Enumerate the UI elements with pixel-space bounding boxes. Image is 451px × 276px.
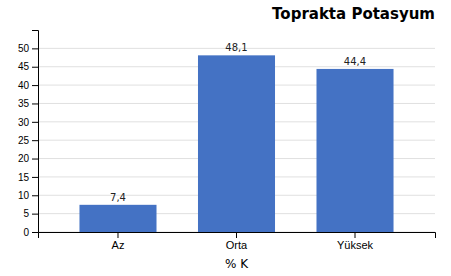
- x-tick-mark: [355, 232, 356, 238]
- chart-container: 0 5 10 15 20 25 30 35 40 45 50 Az Orta Yüksek 7,4 48,1 4…: [0, 0, 451, 276]
- plot-area: 0 5 10 15 20 25 30 35 40 45 50 Az Orta Yüksek 7,4 48,1 4…: [18, 31, 436, 251]
- y-tick: 15: [18, 172, 38, 183]
- y-tick: 40: [18, 80, 38, 91]
- y-axis: 0 5 10 15 20 25 30 35 40 45 50: [18, 31, 39, 238]
- y-tick-mark: [32, 195, 38, 196]
- x-axis: Az Orta Yüksek: [39, 232, 436, 251]
- y-tick-mark: [32, 140, 38, 141]
- x-tick-mark: [236, 232, 237, 238]
- y-tick: 30: [18, 117, 38, 128]
- y-tick: 10: [18, 190, 38, 201]
- y-tick-label: 20: [18, 153, 30, 164]
- x-tick: Yüksek: [337, 232, 374, 251]
- x-tick: Az: [112, 232, 125, 251]
- x-tick-label: Yüksek: [337, 239, 374, 251]
- y-tick-label: 45: [18, 61, 30, 72]
- y-tick-mark: [32, 159, 38, 160]
- bar: [79, 205, 156, 232]
- x-axis-title: % K: [225, 257, 249, 271]
- x-axis-line: [39, 233, 436, 239]
- grid: [38, 48, 435, 232]
- y-tick: 0: [23, 227, 38, 238]
- y-tick: 25: [18, 135, 38, 146]
- y-tick-label: 50: [18, 43, 30, 54]
- bars: [79, 55, 393, 232]
- y-tick-mark: [32, 103, 38, 104]
- y-tick: 5: [23, 208, 38, 219]
- data-labels: 7,4 48,1 44,4: [110, 42, 366, 202]
- y-tick-label: 5: [23, 208, 29, 219]
- data-label: 48,1: [225, 42, 247, 53]
- y-tick-mark: [32, 177, 38, 178]
- y-tick-mark: [32, 232, 38, 233]
- y-tick-mark: [32, 67, 38, 68]
- y-tick-mark: [32, 48, 38, 49]
- chart-title: Toprakta Potasyum: [272, 5, 435, 23]
- y-tick-label: 10: [18, 190, 30, 201]
- x-tick: Orta: [226, 232, 248, 251]
- y-tick: 20: [18, 153, 38, 164]
- y-tick: 45: [18, 61, 38, 72]
- y-tick-label: 30: [18, 117, 30, 128]
- y-tick-mark: [32, 85, 38, 86]
- x-tick-mark: [117, 232, 118, 238]
- bar: [198, 55, 275, 232]
- chart-svg: 0 5 10 15 20 25 30 35 40 45 50 Az Orta Yüksek 7,4 48,1 4…: [0, 0, 451, 276]
- y-tick: 35: [18, 98, 38, 109]
- bar: [316, 69, 393, 232]
- y-tick: 50: [18, 43, 38, 54]
- data-label: 7,4: [110, 192, 126, 203]
- y-tick-mark: [32, 122, 38, 123]
- y-tick-label: 35: [18, 98, 30, 109]
- x-tick-label: Orta: [226, 239, 248, 251]
- data-label: 44,4: [344, 56, 366, 67]
- y-axis-line: [32, 31, 39, 233]
- x-tick-label: Az: [112, 239, 125, 251]
- y-tick-label: 15: [18, 172, 30, 183]
- y-tick-label: 40: [18, 80, 30, 91]
- y-tick-label: 0: [23, 227, 29, 238]
- y-tick-mark: [32, 214, 38, 215]
- y-tick-label: 25: [18, 135, 30, 146]
